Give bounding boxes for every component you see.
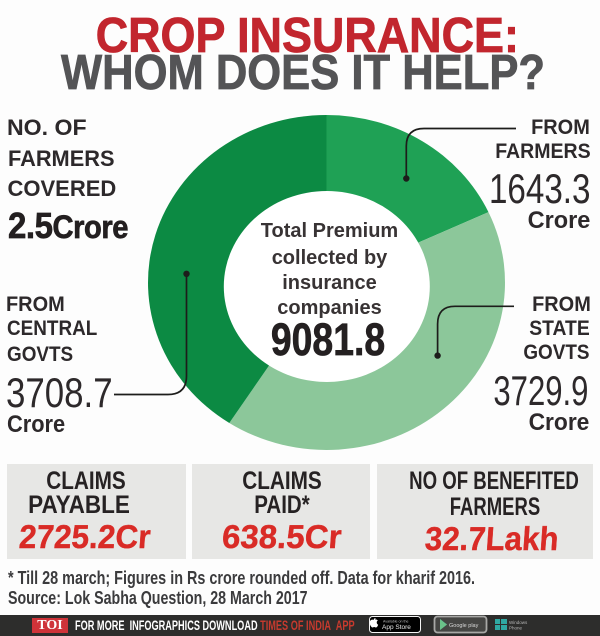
svg-text:App Store: App Store xyxy=(382,624,411,631)
svg-text:Available on the: Available on the xyxy=(383,620,409,624)
svg-text:Google play: Google play xyxy=(449,623,479,629)
svg-text:Phone: Phone xyxy=(509,626,523,631)
svg-text:Windows: Windows xyxy=(509,620,528,625)
